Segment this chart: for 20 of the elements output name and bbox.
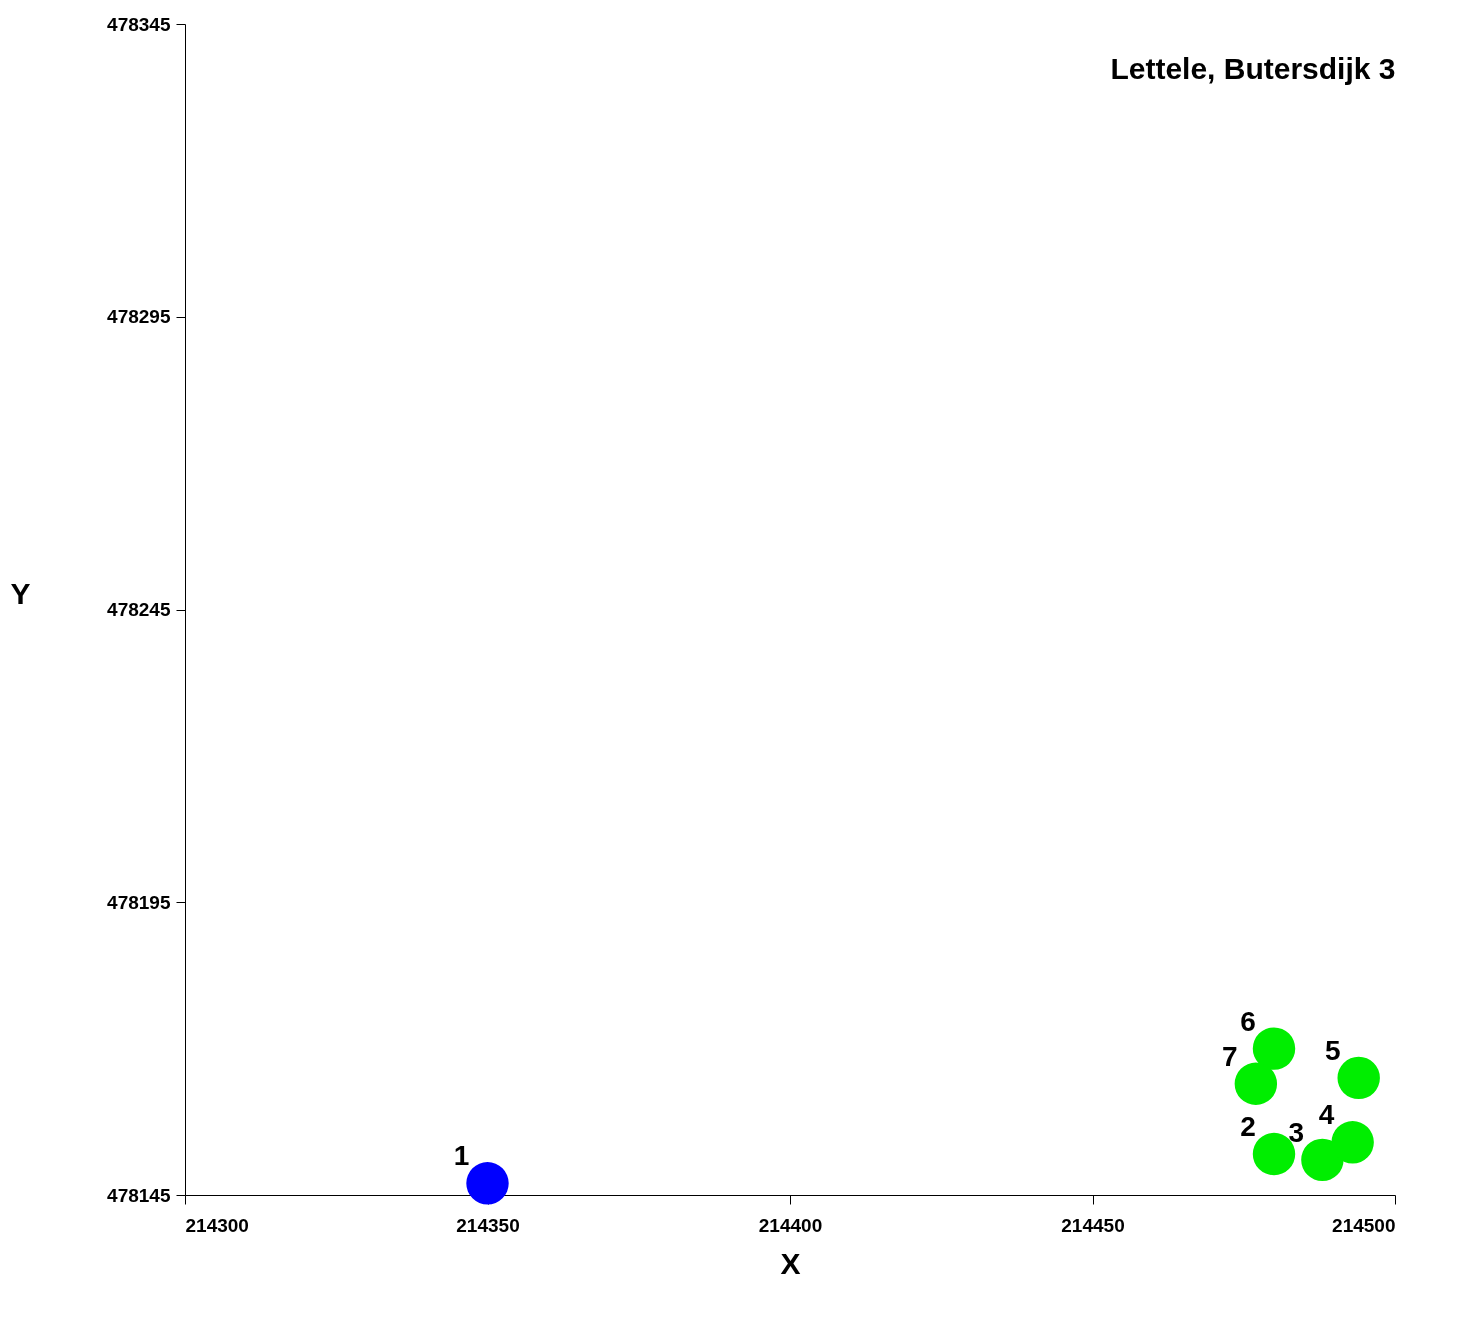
x-tick-label: 214450 — [1061, 1214, 1125, 1236]
text: Lettele, Butersdijk 3 — [1110, 52, 1396, 85]
x-tick-label: 214500 — [1332, 1214, 1396, 1236]
annotation: 3 — [1288, 1116, 1305, 1148]
annotation: 1 — [453, 1140, 470, 1172]
x-axis-title: X — [780, 1246, 801, 1280]
annotation: 7 — [1222, 1040, 1238, 1072]
annotation: 4 — [1318, 1099, 1335, 1131]
annotation: 5 — [1324, 1034, 1341, 1066]
annotation: 2 — [1240, 1111, 1256, 1143]
x-tick-label: 214300 — [185, 1214, 249, 1236]
y-tick-label: 478295 — [107, 306, 171, 328]
x-tick-label: 214350 — [456, 1214, 520, 1236]
y-tick-label: 478345 — [107, 13, 171, 35]
y-tick-label: 478245 — [107, 599, 171, 620]
annotation: 6 — [1240, 1005, 1256, 1037]
y-tick-label: 478145 — [107, 1184, 171, 1206]
y-axis-title: Y — [10, 576, 31, 610]
y-tick-label: 478195 — [107, 891, 171, 913]
x-tick-label: 214400 — [758, 1214, 823, 1236]
